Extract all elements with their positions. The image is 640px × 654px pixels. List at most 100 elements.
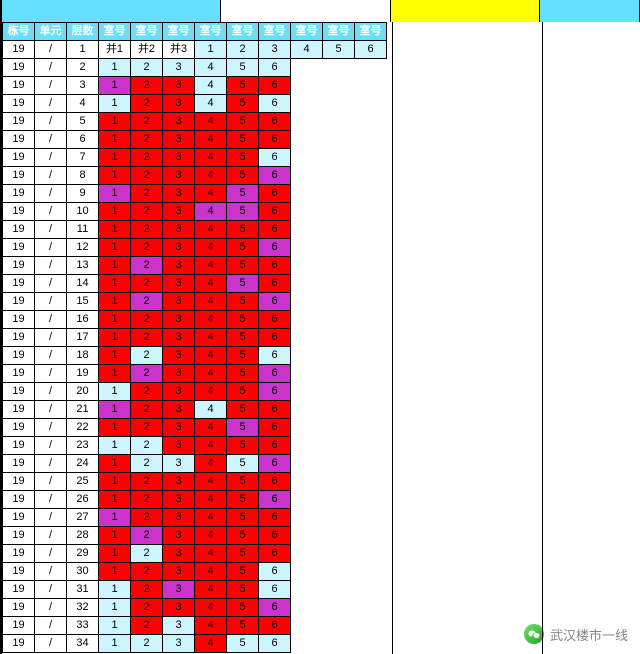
cell-room[interactable]: 6 — [259, 419, 291, 437]
cell-room[interactable]: 2 — [131, 275, 163, 293]
cell-room[interactable]: 1 — [99, 113, 131, 131]
cell-room[interactable]: 2 — [131, 329, 163, 347]
cell-room[interactable]: 1 — [99, 563, 131, 581]
cell-room[interactable]: 6 — [259, 635, 291, 653]
cell-room[interactable]: 3 — [163, 131, 195, 149]
cell-room[interactable]: 1 — [99, 545, 131, 563]
cell-room[interactable]: 6 — [259, 563, 291, 581]
cell-room[interactable]: 2 — [131, 347, 163, 365]
cell-room[interactable]: 4 — [195, 113, 227, 131]
cell-room[interactable]: 1 — [99, 131, 131, 149]
cell-room[interactable]: 6 — [355, 41, 387, 59]
cell-room[interactable]: 2 — [131, 491, 163, 509]
cell-room[interactable]: 4 — [195, 59, 227, 77]
cell-room[interactable]: 5 — [227, 437, 259, 455]
cell-room[interactable]: 4 — [195, 203, 227, 221]
cell-room[interactable]: 6 — [259, 185, 291, 203]
cell-room[interactable]: 3 — [163, 437, 195, 455]
cell-room[interactable]: 2 — [131, 509, 163, 527]
cell-room[interactable]: 5 — [227, 77, 259, 95]
cell-room[interactable]: 6 — [259, 131, 291, 149]
cell-room[interactable]: 3 — [259, 41, 291, 59]
cell-room[interactable]: 2 — [131, 617, 163, 635]
cell-room[interactable]: 6 — [259, 365, 291, 383]
cell-room[interactable]: 6 — [259, 509, 291, 527]
cell-room[interactable]: 1 — [99, 275, 131, 293]
cell-room[interactable]: 1 — [99, 329, 131, 347]
cell-room[interactable]: 并1 — [99, 41, 131, 59]
cell-room[interactable]: 5 — [227, 221, 259, 239]
cell-room[interactable]: 4 — [195, 599, 227, 617]
cell-room[interactable]: 3 — [163, 293, 195, 311]
cell-room[interactable]: 5 — [227, 491, 259, 509]
cell-room[interactable]: 1 — [99, 203, 131, 221]
cell-room[interactable]: 2 — [227, 41, 259, 59]
cell-room[interactable]: 4 — [195, 257, 227, 275]
cell-room[interactable]: 3 — [163, 563, 195, 581]
cell-room[interactable]: 5 — [227, 329, 259, 347]
cell-room[interactable]: 4 — [195, 329, 227, 347]
cell-room[interactable]: 4 — [195, 347, 227, 365]
cell-room[interactable]: 5 — [227, 509, 259, 527]
cell-room[interactable]: 5 — [227, 527, 259, 545]
cell-room[interactable]: 5 — [227, 473, 259, 491]
cell-room[interactable]: 3 — [163, 581, 195, 599]
cell-room[interactable]: 6 — [259, 311, 291, 329]
cell-room[interactable]: 3 — [163, 113, 195, 131]
cell-room[interactable]: 2 — [131, 401, 163, 419]
cell-room[interactable]: 2 — [131, 149, 163, 167]
cell-room[interactable]: 3 — [163, 617, 195, 635]
cell-room[interactable]: 4 — [195, 473, 227, 491]
cell-room[interactable]: 1 — [99, 365, 131, 383]
cell-room[interactable]: 5 — [227, 275, 259, 293]
cell-room[interactable]: 6 — [259, 149, 291, 167]
cell-room[interactable]: 2 — [131, 419, 163, 437]
cell-room[interactable]: 6 — [259, 347, 291, 365]
cell-room[interactable]: 6 — [259, 473, 291, 491]
cell-room[interactable]: 2 — [131, 563, 163, 581]
cell-room[interactable]: 4 — [195, 581, 227, 599]
cell-room[interactable]: 4 — [195, 509, 227, 527]
cell-room[interactable]: 4 — [195, 131, 227, 149]
cell-room[interactable]: 3 — [163, 59, 195, 77]
cell-room[interactable]: 5 — [227, 563, 259, 581]
cell-room[interactable]: 5 — [227, 617, 259, 635]
cell-room[interactable]: 6 — [259, 77, 291, 95]
cell-room[interactable]: 1 — [99, 221, 131, 239]
cell-room[interactable]: 4 — [195, 635, 227, 653]
cell-room[interactable]: 4 — [195, 563, 227, 581]
cell-room[interactable]: 2 — [131, 239, 163, 257]
cell-room[interactable]: 2 — [131, 203, 163, 221]
cell-room[interactable]: 4 — [195, 617, 227, 635]
cell-room[interactable]: 3 — [163, 221, 195, 239]
cell-room[interactable]: 6 — [259, 617, 291, 635]
cell-room[interactable]: 1 — [99, 383, 131, 401]
cell-room[interactable]: 4 — [195, 311, 227, 329]
cell-room[interactable]: 6 — [259, 293, 291, 311]
cell-room[interactable]: 2 — [131, 635, 163, 653]
cell-room[interactable]: 2 — [131, 293, 163, 311]
cell-room[interactable]: 1 — [99, 149, 131, 167]
cell-room[interactable]: 1 — [99, 347, 131, 365]
cell-room[interactable]: 3 — [163, 455, 195, 473]
cell-room[interactable]: 3 — [163, 401, 195, 419]
cell-room[interactable]: 1 — [99, 167, 131, 185]
cell-room[interactable]: 1 — [99, 59, 131, 77]
cell-room[interactable]: 1 — [99, 437, 131, 455]
cell-room[interactable]: 1 — [99, 473, 131, 491]
cell-room[interactable]: 5 — [227, 131, 259, 149]
cell-room[interactable]: 1 — [99, 95, 131, 113]
cell-room[interactable]: 2 — [131, 95, 163, 113]
cell-room[interactable]: 6 — [259, 239, 291, 257]
cell-room[interactable]: 6 — [259, 275, 291, 293]
cell-room[interactable]: 2 — [131, 473, 163, 491]
cell-room[interactable]: 6 — [259, 455, 291, 473]
cell-room[interactable]: 6 — [259, 329, 291, 347]
cell-room[interactable]: 3 — [163, 257, 195, 275]
cell-room[interactable]: 6 — [259, 59, 291, 77]
cell-room[interactable]: 3 — [163, 545, 195, 563]
cell-room[interactable]: 2 — [131, 257, 163, 275]
cell-room[interactable]: 4 — [195, 275, 227, 293]
cell-room[interactable]: 2 — [131, 185, 163, 203]
cell-room[interactable]: 4 — [195, 221, 227, 239]
